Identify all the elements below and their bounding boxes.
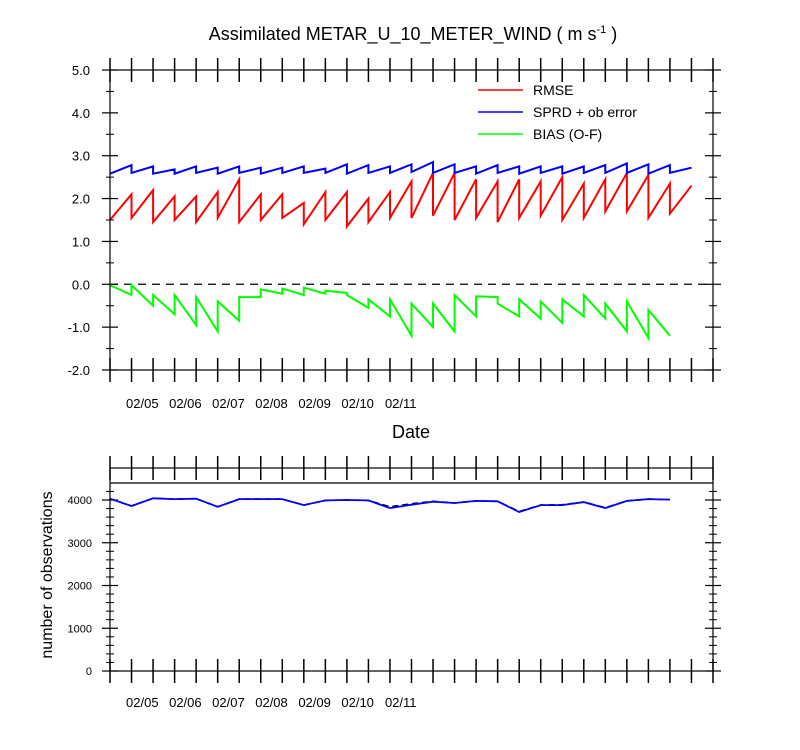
bottom-y-tick-label: 3000 bbox=[68, 538, 92, 550]
top-x-tick-label: 02/05 bbox=[126, 396, 159, 411]
top-y-tick-label: 2.0 bbox=[72, 192, 90, 207]
bottom-panel-series bbox=[109, 497, 670, 513]
top-y-tick-labels: 5.0 4.0 3.0 2.0 1.0 0.0 -1.0 -2.0 bbox=[68, 63, 90, 378]
top-y-tick-label: 0.0 bbox=[72, 277, 90, 292]
series-line-bias bbox=[109, 282, 671, 342]
top-y-tick-label: 1.0 bbox=[72, 234, 90, 249]
bottom-panel-frame bbox=[109, 467, 714, 672]
obs-count-assimilated-line bbox=[109, 497, 670, 513]
legend-label-rmse: RMSE bbox=[533, 82, 573, 98]
bottom-x-tick-label: 02/05 bbox=[126, 695, 159, 710]
top-y-tick-label: 4.0 bbox=[72, 106, 90, 121]
bottom-x-tick-label: 02/09 bbox=[298, 695, 331, 710]
top-panel: 5.04.03.02.01.00.0-1.0-2.0 02/05 02/06 02/… bbox=[68, 58, 721, 442]
bottom-y-tick-label: 4000 bbox=[68, 495, 92, 507]
bottom-y-tick-label: 0 bbox=[86, 666, 92, 678]
bottom-x-tick-label: 02/08 bbox=[255, 695, 288, 710]
bottom-x-tick-label: 02/06 bbox=[169, 695, 202, 710]
bottom-y-tick-label: 2000 bbox=[68, 581, 92, 593]
bottom-x-tick-labels: 02/05 02/06 02/07 02/08 02/09 02/10 02/11 bbox=[126, 695, 416, 710]
top-x-tick-label: 02/10 bbox=[341, 396, 374, 411]
top-x-axis-label: Date bbox=[392, 422, 430, 442]
legend: RMSE SPRD + ob error BIAS (O-F) bbox=[478, 82, 637, 142]
top-x-tick-label: 02/11 bbox=[385, 396, 417, 411]
top-y-tick-label: -1.0 bbox=[68, 320, 90, 335]
top-y-tick-label: 5.0 bbox=[72, 63, 90, 78]
series-line-sprd bbox=[109, 160, 692, 176]
top-x-tick-label: 02/07 bbox=[212, 396, 245, 411]
bottom-x-tick-label: 02/10 bbox=[341, 695, 374, 710]
bottom-y-axis-label: number of observations bbox=[39, 491, 56, 658]
top-panel-series bbox=[109, 160, 693, 342]
bottom-x-tick-label: 02/11 bbox=[385, 695, 417, 710]
series-line-rmse bbox=[109, 169, 693, 230]
bottom-x-tick-label: 02/07 bbox=[212, 695, 245, 710]
top-y-tick-label: 3.0 bbox=[72, 149, 90, 164]
top-y-tick-label: -2.0 bbox=[68, 363, 90, 378]
obs-count-possible-line bbox=[109, 497, 670, 513]
chart-title-unit-exponent: -1 bbox=[596, 24, 606, 36]
chart-title: Assimilated METAR_U_10_METER_WIND ( m s-… bbox=[209, 24, 618, 45]
top-x-tick-label: 02/06 bbox=[169, 396, 202, 411]
top-x-tick-labels: 02/05 02/06 02/07 02/08 02/09 02/10 02/11 bbox=[126, 396, 416, 411]
top-panel-frame bbox=[109, 69, 714, 371]
chart-title-close: ) bbox=[606, 24, 617, 44]
legend-label-sprd: SPRD + ob error bbox=[533, 104, 637, 120]
top-x-tick-label: 02/08 bbox=[255, 396, 288, 411]
chart-title-main: Assimilated METAR_U_10_METER_WIND ( m s bbox=[209, 24, 597, 45]
bottom-y-tick-labels: 4000 3000 2000 1000 0 bbox=[68, 495, 92, 678]
legend-label-bias: BIAS (O-F) bbox=[533, 126, 602, 142]
bottom-panel-ticks bbox=[102, 456, 721, 683]
top-x-tick-label: 02/09 bbox=[298, 396, 331, 411]
bottom-y-tick-label: 1000 bbox=[68, 623, 92, 635]
